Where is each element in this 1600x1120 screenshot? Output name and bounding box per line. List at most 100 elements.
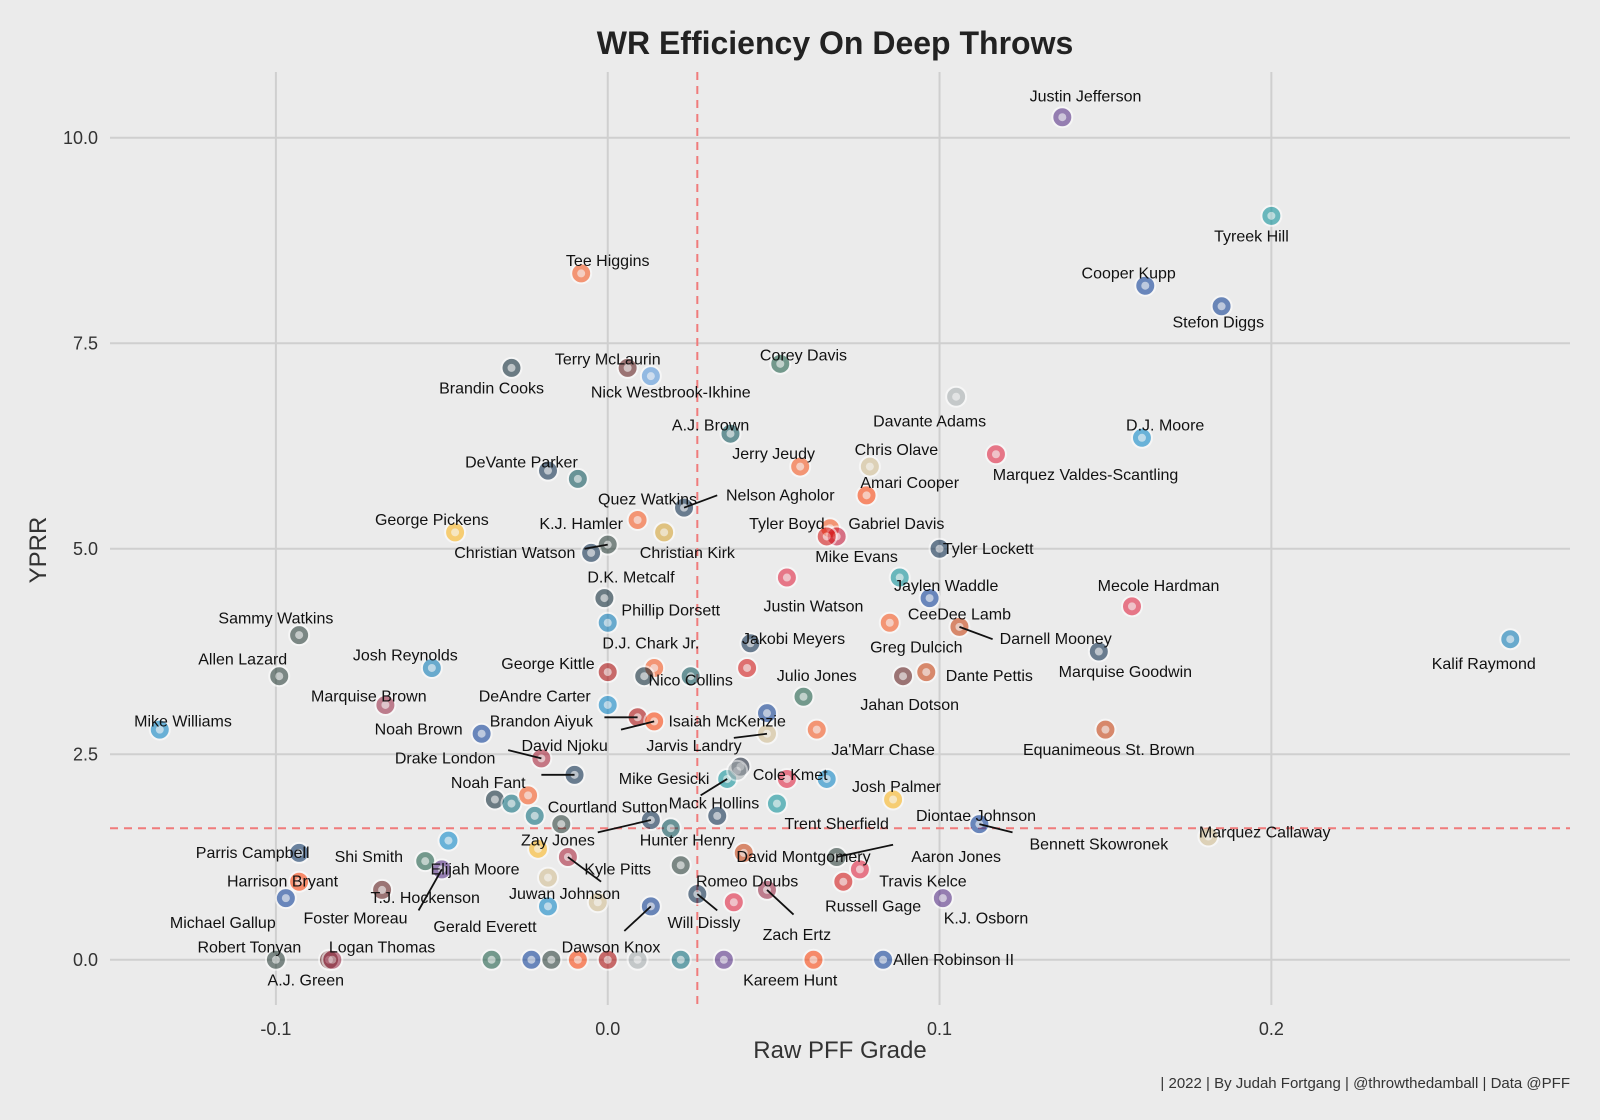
leader-line <box>979 823 1013 834</box>
point-phillip-dorsett <box>593 587 616 610</box>
label-bennett-skowronek: Bennett Skowronek <box>1029 837 1169 854</box>
x-tick-label: 0.2 <box>1259 1019 1284 1039</box>
label-gerald-everett: Gerald Everett <box>433 919 537 936</box>
label-will-dissly: Will Dissly <box>668 915 741 932</box>
label-allen-robinson-ii: Allen Robinson II <box>893 952 1014 969</box>
point-tee-higgins <box>570 262 593 285</box>
label-mike-gesicki: Mike Gesicki <box>619 771 710 788</box>
point-justin-watson <box>775 566 798 589</box>
point-zay-jones <box>523 804 546 827</box>
reference-lines <box>110 72 1570 1005</box>
leader-line <box>733 732 768 739</box>
point-nico-collins <box>633 665 656 688</box>
point-noah-brown <box>470 722 493 745</box>
label-hunter-henry: Hunter Henry <box>640 833 735 850</box>
point-shi-smith <box>437 829 460 852</box>
label-david-njoku: David Njoku <box>521 738 607 755</box>
team-marker <box>550 813 573 836</box>
point-d-j-chark-jr <box>596 611 619 634</box>
chart-caption: | 2022 | By Judah Fortgang | @throwtheda… <box>1160 1075 1570 1092</box>
label-dawson-knox: Dawson Knox <box>562 939 661 956</box>
label-jahan-dotson: Jahan Dotson <box>860 697 959 714</box>
leader-line <box>623 905 652 932</box>
point-travis-kelce <box>848 858 871 881</box>
label-isaiah-mckenzie: Isaiah McKenzie <box>668 713 785 730</box>
label-darnell-mooney: Darnell Mooney <box>1000 631 1112 648</box>
y-tick-label: 10.0 <box>63 128 98 148</box>
point-harrison-bryant <box>288 870 311 893</box>
label-a-j-green: A.J. Green <box>268 972 344 989</box>
label-k-j-hamler: K.J. Hamler <box>539 516 623 533</box>
point-julio-jones <box>736 656 759 679</box>
label-tyreek-hill: Tyreek Hill <box>1214 228 1289 245</box>
label-zay-jones: Zay Jones <box>521 833 595 850</box>
team-marker <box>626 948 649 971</box>
team-marker <box>527 837 550 860</box>
y-tick-label: 5.0 <box>73 539 98 559</box>
label-kyle-pitts: Kyle Pitts <box>584 861 651 878</box>
point-george-kittle <box>596 661 619 684</box>
label-equanimeous-st-brown: Equanimeous St. Brown <box>1023 742 1195 759</box>
point-tyler-lockett <box>928 537 951 560</box>
point-jerry-jeudy <box>789 455 812 478</box>
point-juwan-johnson <box>537 866 559 889</box>
label-christian-watson: Christian Watson <box>454 545 575 562</box>
label-noah-brown: Noah Brown <box>375 722 463 739</box>
label-jakobi-meyers: Jakobi Meyers <box>742 631 845 648</box>
label-nelson-agholor: Nelson Agholor <box>726 487 835 504</box>
label-davante-adams: Davante Adams <box>873 413 986 430</box>
leader-line <box>567 856 602 883</box>
point-mike-williams <box>148 718 171 741</box>
point-parris-campbell <box>288 841 311 864</box>
label-trent-sherfield: Trent Sherfield <box>785 816 889 833</box>
team-marker <box>706 804 729 827</box>
label-diontae-johnson: Diontae Johnson <box>916 808 1036 825</box>
point-gerald-everett <box>537 895 559 918</box>
label-george-pickens: George Pickens <box>375 512 489 529</box>
label-mike-evans: Mike Evans <box>815 549 898 566</box>
point-romeo-doubs <box>669 854 692 877</box>
point-george-pickens <box>444 521 467 544</box>
leader-line <box>700 778 728 797</box>
label-travis-kelce: Travis Kelce <box>879 874 967 891</box>
label-foster-moreau: Foster Moreau <box>304 911 408 928</box>
label-justin-watson: Justin Watson <box>764 598 864 615</box>
label-kareem-hunt: Kareem Hunt <box>743 972 838 989</box>
label-russell-gage: Russell Gage <box>825 898 921 915</box>
team-marker <box>679 665 702 688</box>
team-marker <box>712 948 735 971</box>
point-jakobi-meyers <box>739 632 762 655</box>
point-k-j-osborn <box>931 887 954 910</box>
label-cole-kmet: Cole Kmet <box>753 767 828 784</box>
label-brandin-cooks: Brandin Cooks <box>439 380 544 397</box>
label-k-j-osborn: K.J. Osborn <box>944 911 1028 928</box>
point-marquez-valdes-scantling <box>984 443 1007 466</box>
label-terry-mclaurin: Terry McLaurin <box>555 352 661 369</box>
leader-line <box>620 720 655 731</box>
team-marker <box>659 817 682 840</box>
label-marquise-goodwin: Marquise Goodwin <box>1059 664 1192 681</box>
point-marquise-goodwin <box>1087 640 1110 663</box>
team-marker <box>775 767 798 790</box>
team-marker <box>480 948 503 971</box>
point-k-j-hamler <box>626 509 649 532</box>
point-christian-kirk <box>653 521 676 544</box>
y-tick-label: 0.0 <box>73 950 98 970</box>
leader-line <box>417 868 443 911</box>
label-shi-smith: Shi Smith <box>335 849 403 866</box>
point-devante-parker <box>537 459 559 482</box>
label-mike-williams: Mike Williams <box>134 713 232 730</box>
team-marker <box>586 891 609 914</box>
point-elijah-moore <box>414 850 437 873</box>
point-michael-gallup <box>274 887 297 910</box>
label-chris-olave: Chris Olave <box>855 442 939 459</box>
point-marquise-brown <box>374 693 397 716</box>
label-jarvis-landry: Jarvis Landry <box>646 738 741 755</box>
label-cooper-kupp: Cooper Kupp <box>1082 265 1176 282</box>
x-tick-label: 0.1 <box>927 1019 952 1039</box>
label-tee-higgins: Tee Higgins <box>566 253 650 270</box>
label-quez-watkins: Quez Watkins <box>598 491 697 508</box>
leader-line <box>597 819 652 834</box>
leader-lines <box>417 494 1013 932</box>
chart-title: WR Efficiency On Deep Throws <box>597 25 1074 61</box>
